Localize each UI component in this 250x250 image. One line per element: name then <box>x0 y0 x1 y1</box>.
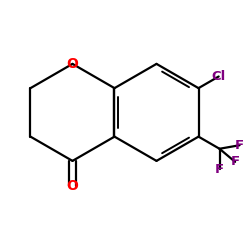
Text: F: F <box>215 163 224 176</box>
Text: O: O <box>66 57 78 71</box>
Text: F: F <box>235 139 244 152</box>
Text: F: F <box>230 155 240 168</box>
Text: O: O <box>66 179 78 193</box>
Text: Cl: Cl <box>212 70 226 83</box>
